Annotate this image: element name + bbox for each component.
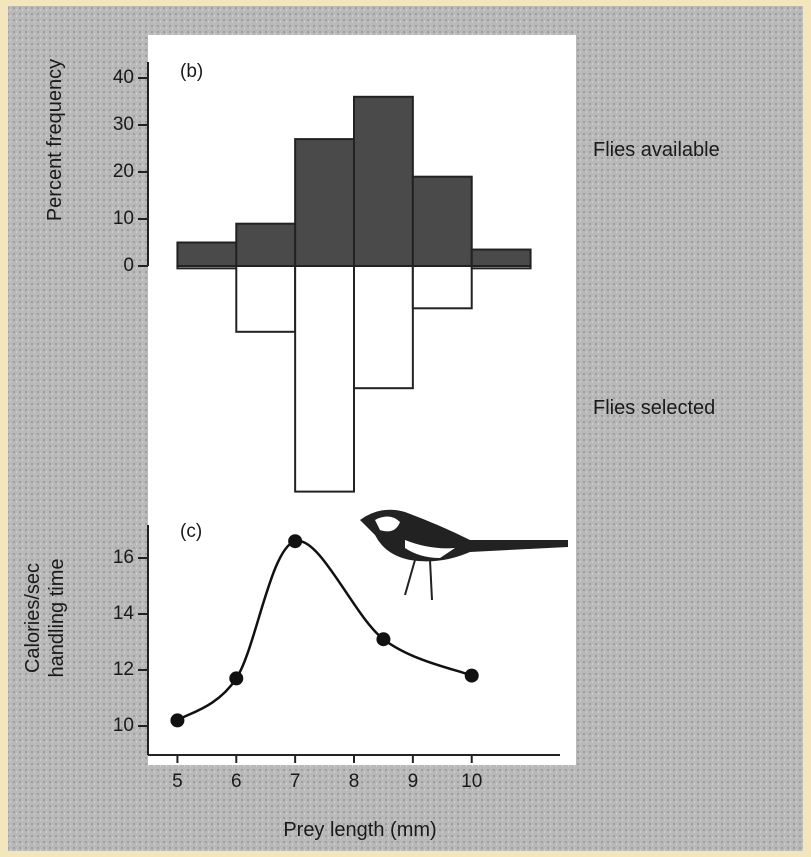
bar — [294, 265, 355, 493]
panel-label: (b) — [180, 61, 203, 82]
bar — [176, 265, 238, 270]
x-tick-label: 9 — [408, 771, 419, 792]
y-tick-label: 12 — [113, 659, 134, 680]
legend-label: Flies available — [593, 139, 720, 161]
y-tick-label: 14 — [113, 603, 135, 624]
y-tick-label: 10 — [113, 208, 134, 229]
x-tick-label: 8 — [349, 771, 360, 792]
point — [464, 668, 479, 683]
y-tick-label: 10 — [113, 715, 134, 736]
bar — [235, 222, 297, 267]
bar — [176, 241, 238, 267]
x-tick-label: 7 — [290, 771, 301, 792]
x-tick-label: 5 — [172, 771, 183, 792]
y-tick-label: 16 — [113, 547, 134, 568]
bar — [353, 95, 414, 267]
bar — [470, 248, 532, 268]
x-tick-label: 10 — [461, 771, 482, 792]
bar — [353, 265, 414, 390]
x-axis-label: Prey length (mm) — [283, 819, 437, 841]
bar — [235, 265, 297, 333]
y-tick-label: 40 — [113, 67, 134, 88]
point — [229, 671, 244, 686]
point — [288, 534, 303, 549]
y-tick-label: 0 — [123, 255, 134, 276]
x-tick-label: 6 — [231, 771, 242, 792]
point — [170, 713, 185, 728]
y-tick-label: 30 — [113, 114, 134, 135]
bar — [411, 265, 473, 310]
bar — [411, 175, 473, 267]
y-axis-label: Percent frequency — [44, 58, 66, 222]
panel-label: (c) — [180, 521, 202, 542]
point — [376, 632, 391, 647]
legend-label: Flies selected — [593, 397, 716, 419]
bar — [470, 265, 532, 270]
bird-illustration — [360, 509, 568, 601]
y-axis-label: Calories/sec handling time — [22, 558, 68, 678]
bar — [294, 138, 355, 268]
y-tick-label: 20 — [113, 161, 134, 182]
